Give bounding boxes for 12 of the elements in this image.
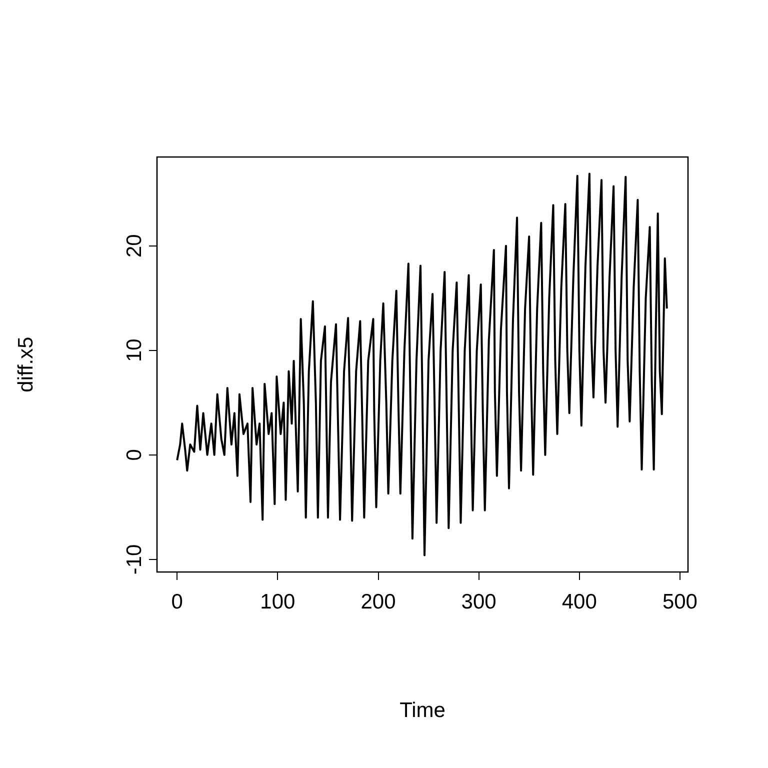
y-tick-label: 0 <box>123 449 146 461</box>
x-tick-label: 400 <box>562 590 597 614</box>
x-tick-label: 300 <box>461 590 496 614</box>
x-axis-title: Time <box>400 699 446 722</box>
x-tick-label: 100 <box>260 590 296 614</box>
y-tick-label: -10 <box>123 544 146 575</box>
x-tick-label: 200 <box>360 590 396 614</box>
x-tick-label: 0 <box>171 590 183 614</box>
y-tick-label: 20 <box>123 234 146 258</box>
y-axis-title: diff.x5 <box>14 336 38 392</box>
y-tick-label: 10 <box>123 338 146 362</box>
x-tick-label: 500 <box>662 590 698 614</box>
